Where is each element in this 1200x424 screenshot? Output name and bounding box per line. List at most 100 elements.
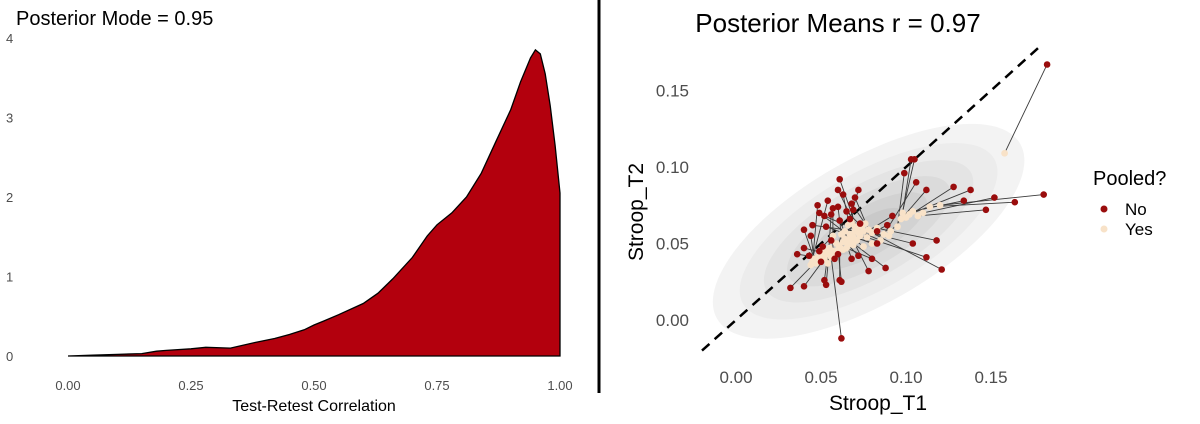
scatter-title: Posterior Means r = 0.97 <box>695 8 980 38</box>
pooled-no-point <box>889 212 896 220</box>
pooled-yes-point <box>919 209 927 217</box>
pooled-yes-point <box>865 226 872 234</box>
pooled-no-points <box>787 61 1051 342</box>
pooled-yes-point <box>899 209 906 217</box>
pooled-no-point <box>800 244 808 252</box>
pooled-no-point <box>827 237 835 244</box>
pooled-yes-point <box>841 227 849 235</box>
density-y-tick-label: 1 <box>6 270 13 285</box>
scatter-x-label: Stroop_T1 <box>829 392 927 415</box>
pooled-yes-point <box>926 203 934 211</box>
shrinkage-line <box>851 241 886 269</box>
pooled-no-point <box>824 197 832 204</box>
scatter-x-tick-label: 0.10 <box>889 368 922 387</box>
pooled-no-point <box>855 186 862 194</box>
density-x-tick-label: 0.25 <box>178 378 203 393</box>
pooled-no-point <box>967 186 974 194</box>
pooled-yes-point <box>894 223 901 231</box>
pooled-no-point <box>873 240 881 247</box>
pooled-yes-point <box>855 229 862 237</box>
pooled-no-point <box>950 183 957 191</box>
pooled-yes-point <box>863 233 871 241</box>
pooled-yes-point <box>914 212 922 220</box>
shrinkage-line <box>877 227 937 241</box>
pooled-no-point <box>809 221 816 229</box>
pooled-no-point <box>814 201 821 209</box>
pooled-no-point <box>850 206 857 214</box>
pooled-no-point <box>819 243 826 250</box>
pooled-no-point <box>865 267 872 275</box>
pooled-no-point <box>834 250 842 258</box>
density-area <box>67 48 561 357</box>
pooled-yes-point <box>860 243 867 250</box>
shrinkage-line <box>922 197 995 214</box>
pooled-no-point <box>793 250 801 258</box>
pooled-no-point <box>933 237 940 244</box>
scatter-y-tick-label: 0.05 <box>656 235 689 254</box>
pooled-yes-point <box>844 237 852 244</box>
shrinkage-line <box>1004 64 1048 154</box>
pooled-no-point <box>855 252 862 260</box>
pooled-no-point <box>923 186 930 194</box>
pooled-no-point <box>822 223 830 230</box>
pooled-no-point <box>848 255 855 263</box>
density-x-label: Test-Retest Correlation <box>232 398 396 415</box>
scatter-y-tick-label: 0.15 <box>656 82 689 101</box>
pooled-no-point <box>816 247 823 255</box>
legend: Pooled? No Yes <box>1093 168 1166 239</box>
pooled-yes-point <box>829 247 837 255</box>
pooled-no-point <box>882 264 889 272</box>
density-x-tick-label: 0.00 <box>55 378 80 393</box>
density-x-tick-label: 1.00 <box>547 378 572 393</box>
pooled-no-point <box>800 226 808 234</box>
scatter-x-tick-label: 0.05 <box>804 368 837 387</box>
density-y-tick-label: 4 <box>6 31 13 46</box>
legend-yes-label: Yes <box>1125 220 1153 239</box>
density-title: Posterior Mode = 0.95 <box>16 8 213 30</box>
pooled-no-point <box>816 209 823 217</box>
density-x-tick-label: 0.75 <box>424 378 449 393</box>
pooled-yes-point <box>807 261 815 269</box>
pooled-no-point <box>982 206 990 214</box>
density-y-ticks: 0 1 2 3 4 <box>6 31 13 364</box>
pooled-no-point <box>901 169 908 177</box>
shrinkage-line <box>810 200 829 266</box>
pooled-no-point <box>829 205 837 212</box>
pooled-no-point <box>873 227 881 235</box>
density-x-ticks: 0.00 0.25 0.50 0.75 1.00 <box>55 378 572 393</box>
pooled-no-point <box>817 258 825 266</box>
pooled-no-point <box>912 179 920 186</box>
density-panel: Posterior Mode = 0.95 0 1 2 3 4 0.00 0.25 0.50… <box>6 8 573 415</box>
pooled-no-point <box>834 186 842 194</box>
pooled-no-point <box>909 240 917 247</box>
pooled-yes-point <box>849 241 857 249</box>
legend-no-label: No <box>1125 200 1147 219</box>
shrinkage-line <box>939 194 1044 206</box>
legend-title: Pooled? <box>1093 168 1166 190</box>
pooled-no-point <box>836 217 843 224</box>
scatter-y-tick-label: 0.10 <box>656 158 689 177</box>
pooled-yes-point <box>868 240 876 247</box>
density-y-tick-label: 3 <box>6 111 13 126</box>
pooled-no-point <box>821 276 828 284</box>
shrinkage-line <box>902 159 912 213</box>
pooled-yes-point <box>1001 149 1008 157</box>
pooled-yes-point <box>832 240 840 247</box>
pooled-no-point <box>1043 61 1051 68</box>
pooled-yes-point <box>846 230 854 238</box>
density-y-tick-label: 0 <box>6 349 13 364</box>
scatter-panel: Posterior Means r = 0.97 0.00 0.05 0.10 0.1… <box>625 8 1166 415</box>
scatter-y-label: Stroop_T2 <box>625 163 648 261</box>
pooled-no-point <box>807 232 815 240</box>
pooled-no-point <box>923 253 930 261</box>
pooled-yes-point <box>885 232 893 240</box>
pooled-no-point <box>846 215 854 223</box>
scatter-y-ticks: 0.00 0.05 0.10 0.15 <box>656 82 689 331</box>
pooled-yes-point <box>936 201 944 209</box>
pooled-yes-point <box>861 220 869 228</box>
pooled-no-point <box>821 212 828 220</box>
legend-yes-swatch <box>1100 225 1108 233</box>
scatter-x-tick-label: 0.00 <box>719 368 752 387</box>
